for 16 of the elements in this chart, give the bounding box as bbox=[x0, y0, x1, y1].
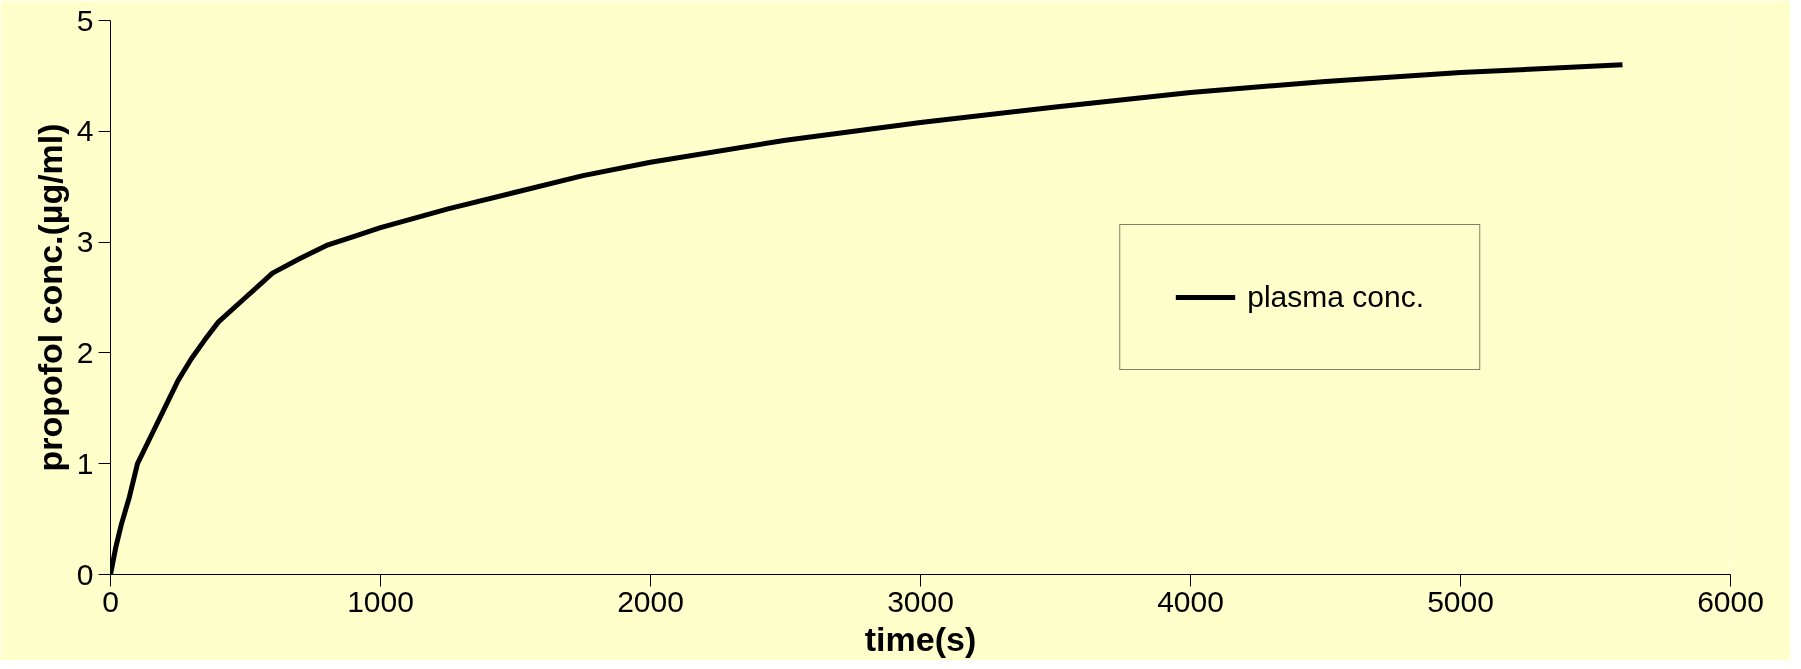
y-tick-label: 0 bbox=[76, 557, 94, 591]
x-tick-label: 0 bbox=[102, 584, 119, 618]
x-tick-label: 6000 bbox=[1697, 584, 1764, 618]
y-tick-label: 4 bbox=[76, 114, 94, 148]
y-tick-label: 5 bbox=[76, 3, 94, 37]
y-tick-label: 3 bbox=[76, 225, 94, 259]
y-axis-title: propofol conc.(µg/ml) bbox=[30, 123, 69, 472]
x-tick-label: 1000 bbox=[347, 584, 414, 618]
x-tick-label: 3000 bbox=[887, 584, 954, 618]
x-tick-label: 2000 bbox=[617, 584, 684, 618]
x-tick-label: 5000 bbox=[1427, 584, 1494, 618]
x-tick-label: 4000 bbox=[1157, 584, 1224, 618]
legend-label: plasma conc. bbox=[1247, 280, 1424, 314]
y-tick-label: 2 bbox=[76, 335, 94, 369]
x-axis-title: time(s) bbox=[864, 619, 977, 658]
y-tick-label: 1 bbox=[76, 446, 94, 480]
